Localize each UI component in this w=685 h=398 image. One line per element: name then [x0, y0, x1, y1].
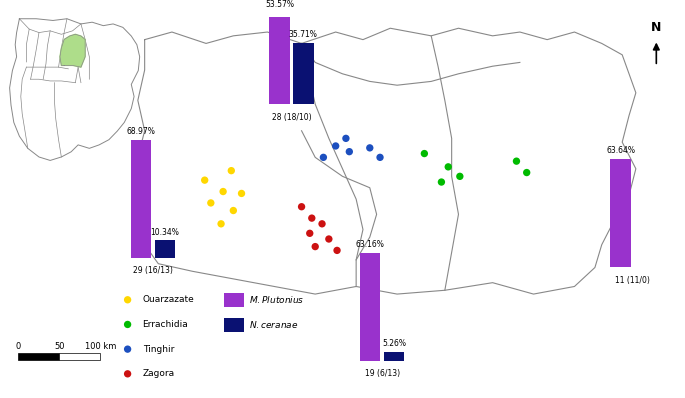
Polygon shape [10, 19, 140, 160]
Point [364, 145, 375, 151]
Bar [360, 253, 380, 361]
Text: 68.97%: 68.97% [127, 127, 155, 137]
Point [323, 236, 334, 242]
Text: Zagora: Zagora [142, 369, 175, 378]
Text: 50: 50 [54, 342, 64, 351]
Text: 5.26%: 5.26% [382, 339, 406, 348]
Point [218, 188, 229, 195]
Point [375, 154, 386, 160]
Point [199, 177, 210, 183]
Point [206, 200, 216, 206]
Point [344, 148, 355, 155]
Bar [269, 13, 290, 104]
Point [122, 297, 133, 303]
Point [318, 154, 329, 160]
Point [443, 164, 453, 170]
Point [330, 143, 341, 149]
Bar [131, 140, 151, 258]
Bar [293, 43, 314, 104]
Text: Ouarzazate: Ouarzazate [142, 295, 195, 304]
Point [226, 168, 237, 174]
Text: 29 (16/13): 29 (16/13) [133, 266, 173, 275]
Point [332, 247, 342, 254]
Point [306, 215, 317, 221]
Point [296, 203, 307, 210]
Bar [384, 351, 404, 361]
Text: 100 km: 100 km [85, 342, 116, 351]
Bar [155, 240, 175, 258]
Point [316, 220, 327, 227]
Point [436, 179, 447, 185]
Text: Errachidia: Errachidia [142, 320, 188, 329]
Point [521, 170, 532, 176]
Point [310, 244, 321, 250]
Point [122, 321, 133, 328]
Point [304, 230, 315, 236]
Text: 63.16%: 63.16% [356, 240, 384, 249]
Point [216, 220, 227, 227]
Text: 35.71%: 35.71% [289, 30, 318, 39]
Text: 53.57%: 53.57% [265, 0, 294, 9]
Bar [225, 318, 244, 332]
Point [228, 207, 239, 214]
Point [419, 150, 430, 157]
Point [454, 173, 465, 179]
Point [122, 371, 133, 377]
Text: $\it{M. Plutonius}$: $\it{M. Plutonius}$ [249, 294, 305, 305]
Polygon shape [60, 34, 85, 67]
Text: 19 (6/13): 19 (6/13) [364, 369, 399, 378]
Point [511, 158, 522, 164]
Point [236, 190, 247, 197]
Bar [60, 353, 100, 360]
Text: 63.64%: 63.64% [606, 146, 635, 155]
Text: $\it{N. ceranae}$: $\it{N. ceranae}$ [249, 319, 299, 330]
Text: N: N [651, 21, 662, 34]
Bar [610, 159, 631, 267]
Point [340, 135, 351, 142]
Bar [18, 353, 60, 360]
Text: 10.34%: 10.34% [150, 228, 179, 236]
Text: 28 (18/10): 28 (18/10) [271, 113, 311, 121]
Polygon shape [138, 28, 636, 294]
Text: 0: 0 [16, 342, 21, 351]
Bar [225, 293, 244, 307]
Text: 11 (11/0): 11 (11/0) [615, 276, 650, 285]
Text: Tinghir: Tinghir [142, 345, 174, 354]
Point [122, 346, 133, 352]
